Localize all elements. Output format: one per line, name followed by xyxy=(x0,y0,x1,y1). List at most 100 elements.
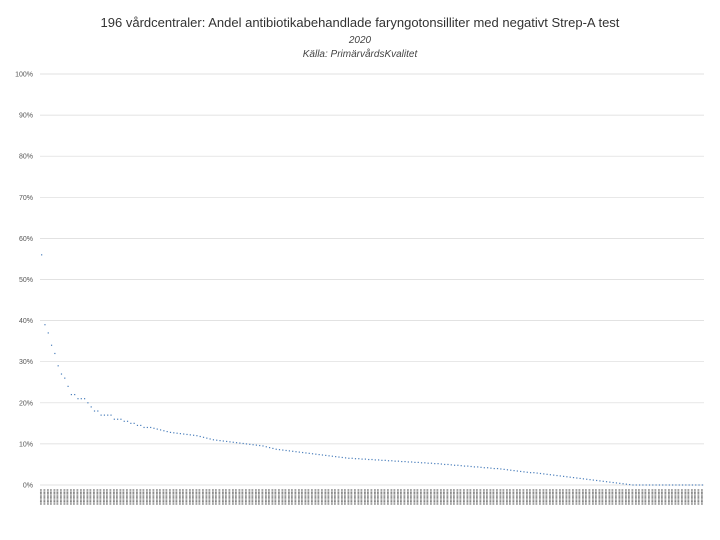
data-point xyxy=(285,449,287,452)
category-label-mark: ▮▮▮▮▮▮▮▮▮▮▮▮ xyxy=(387,489,390,505)
data-point xyxy=(681,484,684,486)
category-label-mark: ▮▮▮▮▮▮▮▮▮▮▮▮ xyxy=(628,489,631,505)
data-point xyxy=(447,463,449,466)
category-label-mark: ▮▮▮▮▮▮▮▮▮▮▮▮ xyxy=(499,489,502,505)
category-label-mark: ▮▮▮▮▮▮▮▮▮▮▮▮ xyxy=(681,489,684,505)
category-label-mark: ▮▮▮▮▮▮▮▮▮▮▮▮ xyxy=(429,489,432,505)
data-point xyxy=(563,475,565,477)
category-label-mark: ▮▮▮▮▮▮▮▮▮▮▮▮ xyxy=(664,489,667,505)
category-label-mark: ▮▮▮▮▮▮▮▮▮▮▮▮ xyxy=(109,489,112,505)
data-point xyxy=(404,460,406,463)
data-point xyxy=(93,410,96,412)
category-label-mark: ▮▮▮▮▮▮▮▮▮▮▮▮ xyxy=(578,489,581,505)
data-point xyxy=(268,446,271,449)
category-label-mark: ▮▮▮▮▮▮▮▮▮▮▮▮ xyxy=(479,489,482,505)
data-point xyxy=(341,456,343,459)
category-label-mark: ▮▮▮▮▮▮▮▮▮▮▮▮ xyxy=(205,489,208,505)
data-point xyxy=(189,434,191,436)
category-label-mark: ▮▮▮▮▮▮▮▮▮▮▮▮ xyxy=(535,489,538,505)
category-label-mark: ▮▮▮▮▮▮▮▮▮▮▮▮ xyxy=(311,489,314,505)
data-point xyxy=(107,414,109,416)
category-label-mark: ▮▮▮▮▮▮▮▮▮▮▮▮ xyxy=(215,489,218,505)
category-label-mark: ▮▮▮▮▮▮▮▮▮▮▮▮ xyxy=(165,489,168,505)
y-tick-label: 80% xyxy=(19,154,33,161)
category-label-mark: ▮▮▮▮▮▮▮▮▮▮▮▮ xyxy=(307,489,310,505)
category-label-mark: ▮▮▮▮▮▮▮▮▮▮▮▮ xyxy=(99,489,102,505)
data-point xyxy=(553,474,555,476)
data-point xyxy=(536,472,538,474)
data-point xyxy=(229,441,231,443)
data-point xyxy=(411,461,413,463)
category-label-mark: ▮▮▮▮▮▮▮▮▮▮▮▮ xyxy=(221,489,224,505)
category-label-mark: ▮▮▮▮▮▮▮▮▮▮▮▮ xyxy=(591,489,594,505)
data-point xyxy=(265,446,267,448)
data-point xyxy=(648,484,651,486)
category-label-mark: ▮▮▮▮▮▮▮▮▮▮▮▮ xyxy=(393,489,396,505)
data-point xyxy=(169,431,172,433)
category-label-mark: ▮▮▮▮▮▮▮▮▮▮▮▮ xyxy=(558,489,561,505)
category-label-mark: ▮▮▮▮▮▮▮▮▮▮▮▮ xyxy=(482,489,485,505)
data-point xyxy=(559,475,561,477)
category-label-mark: ▮▮▮▮▮▮▮▮▮▮▮▮ xyxy=(96,489,99,505)
data-point xyxy=(282,449,284,451)
category-label-mark: ▮▮▮▮▮▮▮▮▮▮▮▮ xyxy=(433,489,436,505)
data-point xyxy=(288,450,291,452)
category-label-mark: ▮▮▮▮▮▮▮▮▮▮▮▮ xyxy=(568,489,571,505)
data-point xyxy=(437,463,439,465)
data-point xyxy=(351,457,353,459)
category-label-mark: ▮▮▮▮▮▮▮▮▮▮▮▮ xyxy=(618,489,621,505)
data-point xyxy=(638,484,641,486)
data-point xyxy=(245,443,248,445)
data-point xyxy=(47,332,49,334)
category-label-mark: ▮▮▮▮▮▮▮▮▮▮▮▮ xyxy=(208,489,211,505)
data-point xyxy=(523,471,525,473)
data-point xyxy=(520,470,522,473)
category-label-mark: ▮▮▮▮▮▮▮▮▮▮▮▮ xyxy=(443,489,446,505)
category-label-mark: ▮▮▮▮▮▮▮▮▮▮▮▮ xyxy=(122,489,125,505)
data-point xyxy=(381,459,383,461)
data-point xyxy=(239,442,241,444)
data-point xyxy=(117,418,119,420)
data-point xyxy=(695,484,697,486)
data-point xyxy=(668,484,670,486)
data-point xyxy=(642,484,644,486)
data-point xyxy=(120,418,122,420)
category-label-mark: ▮▮▮▮▮▮▮▮▮▮▮▮ xyxy=(654,489,657,505)
data-point xyxy=(420,462,423,464)
category-label-mark: ▮▮▮▮▮▮▮▮▮▮▮▮ xyxy=(453,489,456,505)
category-label-mark: ▮▮▮▮▮▮▮▮▮▮▮▮ xyxy=(562,489,565,505)
data-point xyxy=(371,458,373,461)
category-label-mark: ▮▮▮▮▮▮▮▮▮▮▮▮ xyxy=(373,489,376,505)
category-label-mark: ▮▮▮▮▮▮▮▮▮▮▮▮ xyxy=(353,489,356,505)
category-label-mark: ▮▮▮▮▮▮▮▮▮▮▮▮ xyxy=(462,489,465,505)
data-point xyxy=(506,469,509,471)
category-label-mark: ▮▮▮▮▮▮▮▮▮▮▮▮ xyxy=(248,489,251,505)
data-point xyxy=(143,426,145,429)
category-label-mark: ▮▮▮▮▮▮▮▮▮▮▮▮ xyxy=(690,489,693,505)
category-label-mark: ▮▮▮▮▮▮▮▮▮▮▮▮ xyxy=(314,489,317,505)
data-point xyxy=(579,477,581,480)
category-label-mark: ▮▮▮▮▮▮▮▮▮▮▮▮ xyxy=(624,489,627,505)
data-point xyxy=(434,463,436,465)
data-point xyxy=(83,398,86,400)
data-point xyxy=(387,460,390,462)
data-point xyxy=(206,437,208,439)
data-point xyxy=(500,468,502,470)
data-point xyxy=(298,451,300,453)
category-label-mark: ▮▮▮▮▮▮▮▮▮▮▮▮ xyxy=(641,489,644,505)
data-point xyxy=(407,461,409,463)
chart-source: Källa: PrimärvårdsKvalitet xyxy=(303,48,419,60)
category-label-mark: ▮▮▮▮▮▮▮▮▮▮▮▮ xyxy=(585,489,588,505)
category-label-mark: ▮▮▮▮▮▮▮▮▮▮▮▮ xyxy=(168,489,171,505)
data-point xyxy=(645,484,647,486)
category-label-mark: ▮▮▮▮▮▮▮▮▮▮▮▮ xyxy=(426,489,429,505)
data-point xyxy=(672,484,674,486)
category-label-mark: ▮▮▮▮▮▮▮▮▮▮▮▮ xyxy=(674,489,677,505)
data-points xyxy=(41,254,703,486)
category-label-mark: ▮▮▮▮▮▮▮▮▮▮▮▮ xyxy=(145,489,148,505)
data-point xyxy=(344,457,347,459)
category-label-mark: ▮▮▮▮▮▮▮▮▮▮▮▮ xyxy=(687,489,690,505)
data-point xyxy=(596,479,598,482)
category-label-mark: ▮▮▮▮▮▮▮▮▮▮▮▮ xyxy=(86,489,89,505)
